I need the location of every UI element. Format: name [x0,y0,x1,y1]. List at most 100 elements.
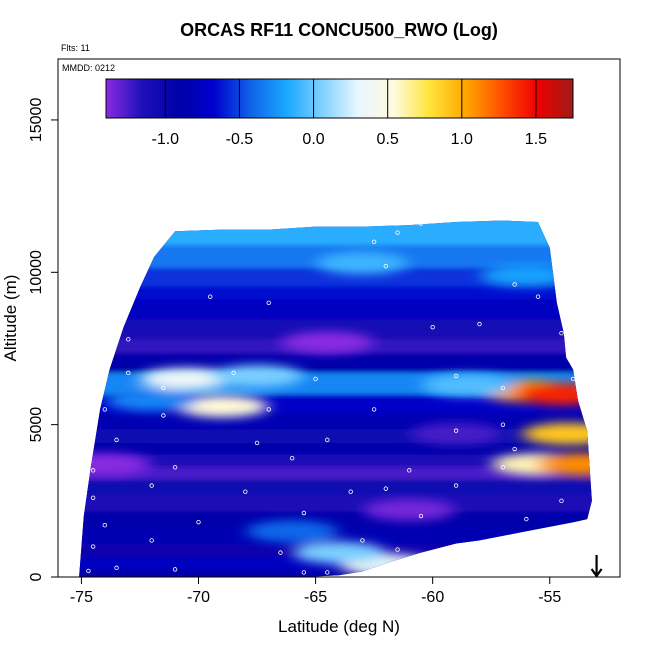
x-axis-label: Latitude (deg N) [278,617,400,636]
heatmap-feature [79,453,151,476]
arrow-head [590,568,603,578]
sample-point-marker [243,489,248,494]
sample-point-marker [453,210,459,216]
sample-point-marker [301,510,307,516]
heatmap-layer-band [79,511,592,529]
sample-point-marker [407,212,412,217]
sample-point-marker [114,437,119,443]
heatmap-layer-band [79,467,592,480]
colorbar-tick-label: 1.5 [525,131,547,148]
sample-point-marker [254,440,260,446]
sample-point-marker [172,567,178,572]
sample-point-marker [172,465,178,470]
heatmap-layer-band [79,286,592,301]
sample-point-marker [348,489,353,494]
heatmap-feature [293,541,385,564]
sample-point-marker [465,210,470,216]
colorbar-tick-label: 0.0 [302,131,324,148]
heatmap-feature [522,422,592,445]
sample-point-marker [196,210,201,216]
plot-frame [57,58,621,578]
heatmap-layer-band [79,353,592,374]
y-tick-label: 10000 [28,250,45,295]
colorbar-tick-label: 1.0 [451,131,473,148]
sample-point-marker [102,407,108,412]
sample-point-marker [383,210,389,216]
sample-point-marker [512,282,517,287]
sample-point-marker [500,385,506,391]
sample-point-marker [266,407,271,412]
sample-point-marker [477,212,482,217]
colorbar-tick-label: 0.5 [377,131,399,148]
x-tick-label: -75 [70,589,93,606]
sample-point-marker [477,321,482,327]
sample-point-marker [547,210,552,216]
sample-point-marker [278,550,283,555]
y-axis-label: Altitude (m) [1,275,20,362]
colorbar-tick-label: -1.0 [152,131,180,148]
sample-point-marker [301,570,307,575]
heatmap-feature [175,395,268,418]
sample-point-marker [383,264,389,269]
sample-point-marker [418,568,424,574]
sample-point-marker [524,516,529,522]
sample-point-marker [126,337,131,342]
sample-point-marker [500,210,506,216]
heatmap-feature [410,422,503,445]
colorbar-frame [105,78,574,119]
sample-point-marker [126,370,131,376]
heatmap-feature [363,559,456,577]
sample-point-marker [453,373,459,379]
sample-point-marker [524,210,529,216]
heatmap-layer-band [79,299,592,321]
heatmap-feature [363,498,456,521]
heatmap-feature [515,383,592,406]
heatmap-layer-band [79,528,592,544]
x-tick-label: -60 [421,589,444,606]
x-tick-label: -70 [187,589,210,606]
sample-point-marker [196,519,201,525]
y-tick-label: 5000 [28,407,45,443]
heatmap-feature [480,264,573,287]
colorbar-tick-label: -0.5 [226,131,254,148]
sample-point-marker [149,538,154,543]
heatmap-feature [316,252,409,275]
sample-point-marker [395,230,400,235]
sample-point-marker [90,495,96,500]
sample-point-marker [535,210,541,216]
heatmap-feature [211,364,304,387]
sample-point-marker [418,221,424,226]
heatmap-layer-band [79,569,592,577]
sample-point-marker [102,327,108,333]
sample-point-marker [512,210,517,216]
sample-point-marker [266,300,271,305]
sample-point-marker [313,376,318,382]
sample-point-marker [430,324,435,330]
sample-point-marker [407,468,412,473]
heatmap-layer-band [79,479,592,496]
sample-point-marker [161,413,166,418]
x-tick-label: -55 [538,589,561,606]
heatmap-feature [105,389,198,412]
sample-point-marker [453,483,459,488]
colorbar: -1.0 -0.5 0.0 0.5 1.0 1.5 [105,78,574,148]
sample-point-marker [102,523,108,528]
y-axis: 0 5000 10000 15000 [28,98,58,581]
heatmap-layer-band [79,455,592,468]
sample-point-marker [570,376,576,382]
heatmap-layer-band [79,319,592,340]
sample-point-marker [559,331,564,336]
sample-point-marker [90,544,96,549]
sample-point-marker [418,513,424,519]
heatmap-feature [281,331,374,354]
sample-point-marker [114,294,119,299]
sample-point-marker [243,210,248,216]
sample-point-marker [231,370,236,376]
sample-point-marker [453,428,459,433]
sample-point-marker [371,568,377,574]
sample-point-marker [395,547,400,552]
sample-point-marker [149,210,154,216]
flights-note: Flts: 11 [61,43,90,53]
colorbar-gradient [106,79,573,118]
